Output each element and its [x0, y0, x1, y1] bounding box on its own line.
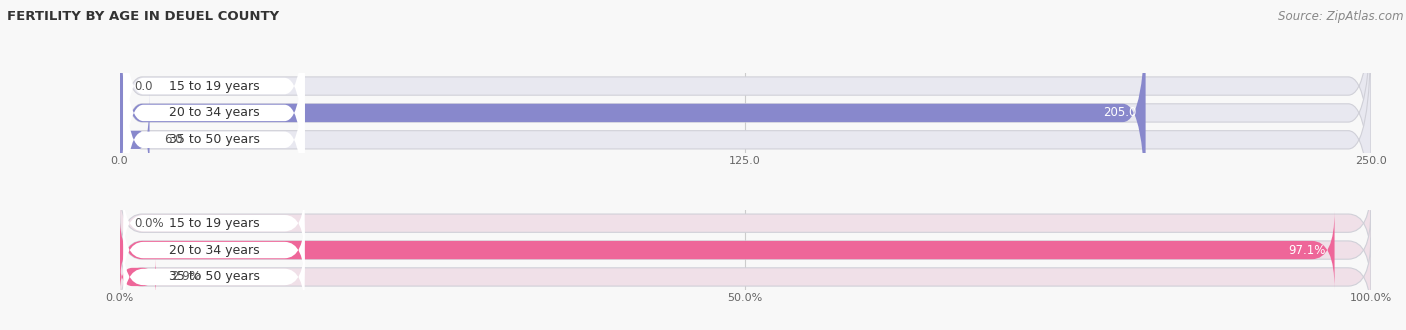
- Text: 6.0: 6.0: [165, 133, 183, 146]
- Text: 35 to 50 years: 35 to 50 years: [169, 133, 260, 146]
- FancyBboxPatch shape: [120, 0, 1371, 198]
- FancyBboxPatch shape: [120, 211, 1334, 289]
- FancyBboxPatch shape: [120, 259, 156, 295]
- FancyBboxPatch shape: [120, 1, 1146, 225]
- FancyBboxPatch shape: [120, 238, 1371, 316]
- Text: 20 to 34 years: 20 to 34 years: [169, 244, 259, 256]
- Text: 2.9%: 2.9%: [170, 271, 201, 283]
- Text: 15 to 19 years: 15 to 19 years: [169, 217, 259, 230]
- FancyBboxPatch shape: [124, 14, 305, 212]
- Text: 97.1%: 97.1%: [1288, 244, 1326, 256]
- Text: 0.0: 0.0: [135, 80, 153, 92]
- FancyBboxPatch shape: [124, 242, 305, 312]
- FancyBboxPatch shape: [120, 1, 1371, 225]
- FancyBboxPatch shape: [124, 41, 305, 239]
- FancyBboxPatch shape: [120, 92, 149, 187]
- FancyBboxPatch shape: [120, 211, 1371, 289]
- Text: Source: ZipAtlas.com: Source: ZipAtlas.com: [1278, 10, 1403, 23]
- Text: 20 to 34 years: 20 to 34 years: [169, 107, 259, 119]
- Text: 35 to 50 years: 35 to 50 years: [169, 271, 260, 283]
- FancyBboxPatch shape: [124, 215, 305, 285]
- FancyBboxPatch shape: [124, 0, 305, 185]
- FancyBboxPatch shape: [124, 188, 305, 258]
- Text: 15 to 19 years: 15 to 19 years: [169, 80, 259, 92]
- FancyBboxPatch shape: [120, 184, 1371, 262]
- FancyBboxPatch shape: [120, 28, 1371, 252]
- Text: 0.0%: 0.0%: [135, 217, 165, 230]
- Text: FERTILITY BY AGE IN DEUEL COUNTY: FERTILITY BY AGE IN DEUEL COUNTY: [7, 10, 280, 23]
- Text: 205.0: 205.0: [1104, 107, 1137, 119]
